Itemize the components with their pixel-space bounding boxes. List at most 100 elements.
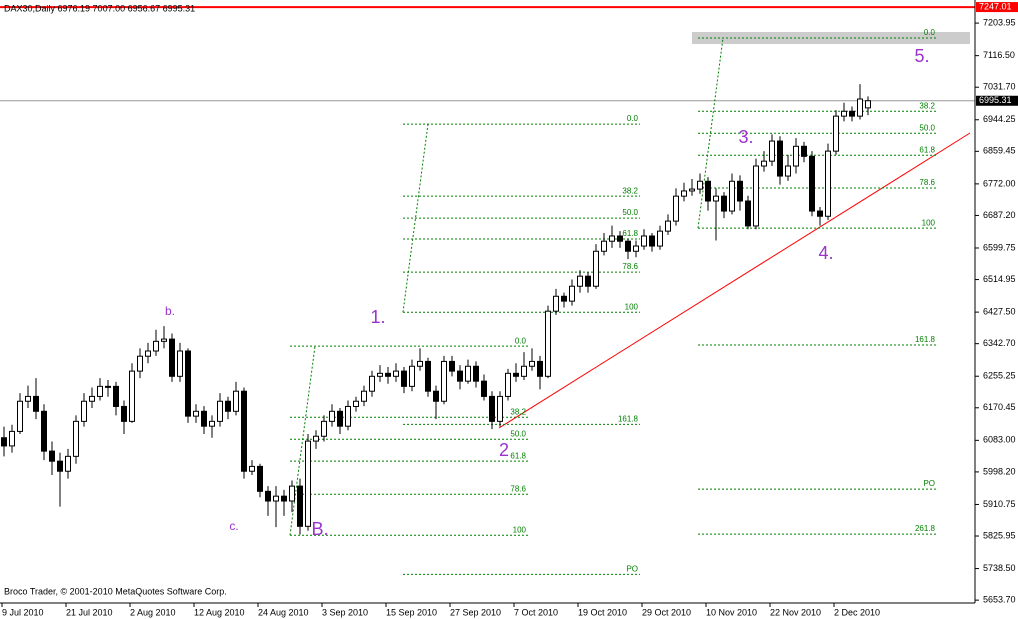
candle-body [697,180,703,190]
candle-body [801,145,807,157]
candle-body [241,390,247,472]
candle-body [769,140,775,162]
x-tick-label: 2 Dec 2010 [834,607,880,617]
fib-label: 78.6 [510,484,526,493]
price-label-box [976,95,1018,106]
fib-label: 78.6 [622,262,638,271]
candle-body [497,395,503,422]
candle-body [617,235,623,242]
candle-body [9,430,15,447]
candle-body [33,395,39,412]
candle-body [25,395,31,402]
candle-body [409,365,415,387]
fib-label: 61.8 [919,145,935,154]
candle-body [41,410,47,452]
candle-body [289,485,295,502]
y-tick-label: 5910.75 [983,499,1016,509]
candle-body [553,295,559,312]
candle-body [185,350,191,417]
y-tick-label: 7116.50 [983,50,1015,60]
candle-body [137,355,143,372]
x-tick-label: 12 Aug 2010 [194,607,245,617]
candle-body [385,372,391,377]
candle-body [601,240,607,252]
wave-label: 3. [738,127,753,147]
candle-body [65,455,71,472]
price-label-box [976,2,1018,13]
candle-body [673,195,679,222]
candle-body [49,450,55,462]
wave-label: B. [311,519,328,539]
fib-label: 0.0 [515,336,527,345]
candle-body [537,360,543,377]
price-label: 6995.31 [979,95,1012,105]
fib-label: 161.8 [618,414,639,423]
candle-body [449,360,455,372]
candle-body [657,230,663,247]
candle-body [209,420,215,427]
candle-body [561,295,567,302]
candle-body [297,485,303,527]
wave-label: b. [165,304,175,318]
y-tick-label: 6944.25 [983,114,1016,124]
plot: 0.0 38.2 50.0 61.8 78.6 100 161.8 PO 0.0 38.2 50.0… [0,6,975,575]
candle-body [745,200,751,227]
x-tick-label: 9 Jul 2010 [2,607,44,617]
candle-body [145,350,151,357]
candle-body [89,395,95,402]
y-tick-label: 6514.95 [983,274,1016,284]
y-tick-label: 7031.70 [983,82,1016,92]
y-tick-label: 5825.95 [983,530,1016,540]
x-tick-label: 19 Oct 2010 [578,607,627,617]
candle-body [713,195,719,202]
candle-body [217,400,223,422]
candle-body [329,410,335,422]
candle-body [321,420,327,437]
candle-body [633,245,639,252]
candle-body [273,495,279,502]
y-tick-label: 6083.00 [983,435,1016,445]
candle-body [529,360,535,367]
wave-label: 5. [914,46,929,66]
chart-title: DAX30,Daily 6976.19 7007.00 6956.67 6995… [4,3,195,13]
candle-body [809,155,815,212]
candle-body [1,437,7,447]
candle-body [57,460,63,472]
candle-body [833,115,839,152]
fib-label: 38.2 [510,407,526,416]
y-tick-label: 5998.20 [983,466,1016,476]
candle-body [129,370,135,422]
wave-label: 4. [818,243,833,263]
fib-label: 100 [513,525,527,534]
wave-label: 2 [499,440,509,460]
candle-body [121,405,127,422]
fib-label: 100 [922,218,936,227]
candle-body [257,465,263,492]
y-tick-label: 6427.50 [983,306,1016,316]
footer: Broco Trader, © 2001-2010 MetaQuotes Sof… [4,586,227,596]
candle-body [545,310,551,377]
candle-body [441,360,447,402]
candle-body [313,435,319,442]
candle-body [233,390,239,412]
candle-body [401,370,407,387]
fib-label: 38.2 [919,101,935,110]
candle-body [81,400,87,422]
candle-body [425,360,431,392]
candle-body [625,240,631,252]
candle-body [265,490,271,502]
candle-body [361,390,367,402]
candle-body [785,165,791,177]
candle-body [777,140,783,177]
candle-body [761,160,767,167]
candle-body [393,370,399,377]
candle-body [281,495,287,502]
x-tick-label: 27 Sep 2010 [450,607,501,617]
candle-body [641,235,647,247]
candle-body [17,400,23,432]
candle-body [593,250,599,287]
candle-body [521,365,527,377]
fib-label: 161.8 [915,335,936,344]
candle-body [337,410,343,427]
